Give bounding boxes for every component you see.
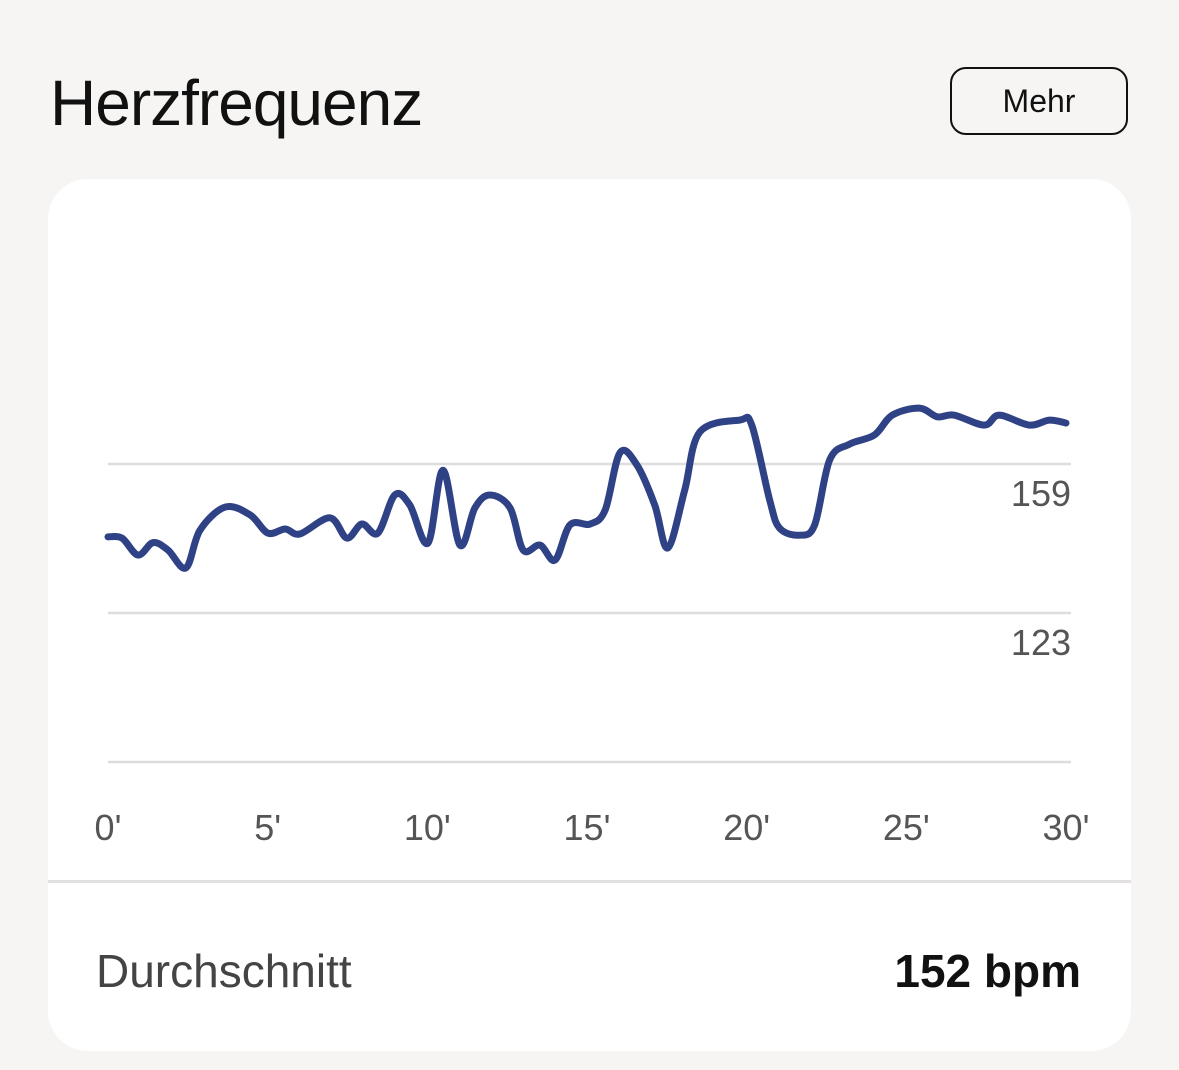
more-button[interactable]: Mehr xyxy=(950,67,1128,135)
x-tick-label: 5' xyxy=(254,807,281,848)
heart-rate-card xyxy=(48,179,1131,1051)
divider xyxy=(48,880,1131,883)
y-tick-label: 123 xyxy=(1011,622,1071,663)
page-title: Herzfrequenz xyxy=(50,67,423,139)
x-tick-label: 10' xyxy=(404,807,451,848)
heart-rate-line xyxy=(104,404,1070,572)
average-label: Durchschnitt xyxy=(96,945,352,997)
x-tick-label: 0' xyxy=(95,807,122,848)
x-tick-label: 15' xyxy=(564,807,611,848)
x-tick-label: 30' xyxy=(1043,807,1090,848)
average-value: 152 bpm xyxy=(894,945,1081,997)
x-tick-label: 25' xyxy=(883,807,930,848)
x-tick-label: 20' xyxy=(723,807,770,848)
y-tick-label: 159 xyxy=(1011,473,1071,514)
